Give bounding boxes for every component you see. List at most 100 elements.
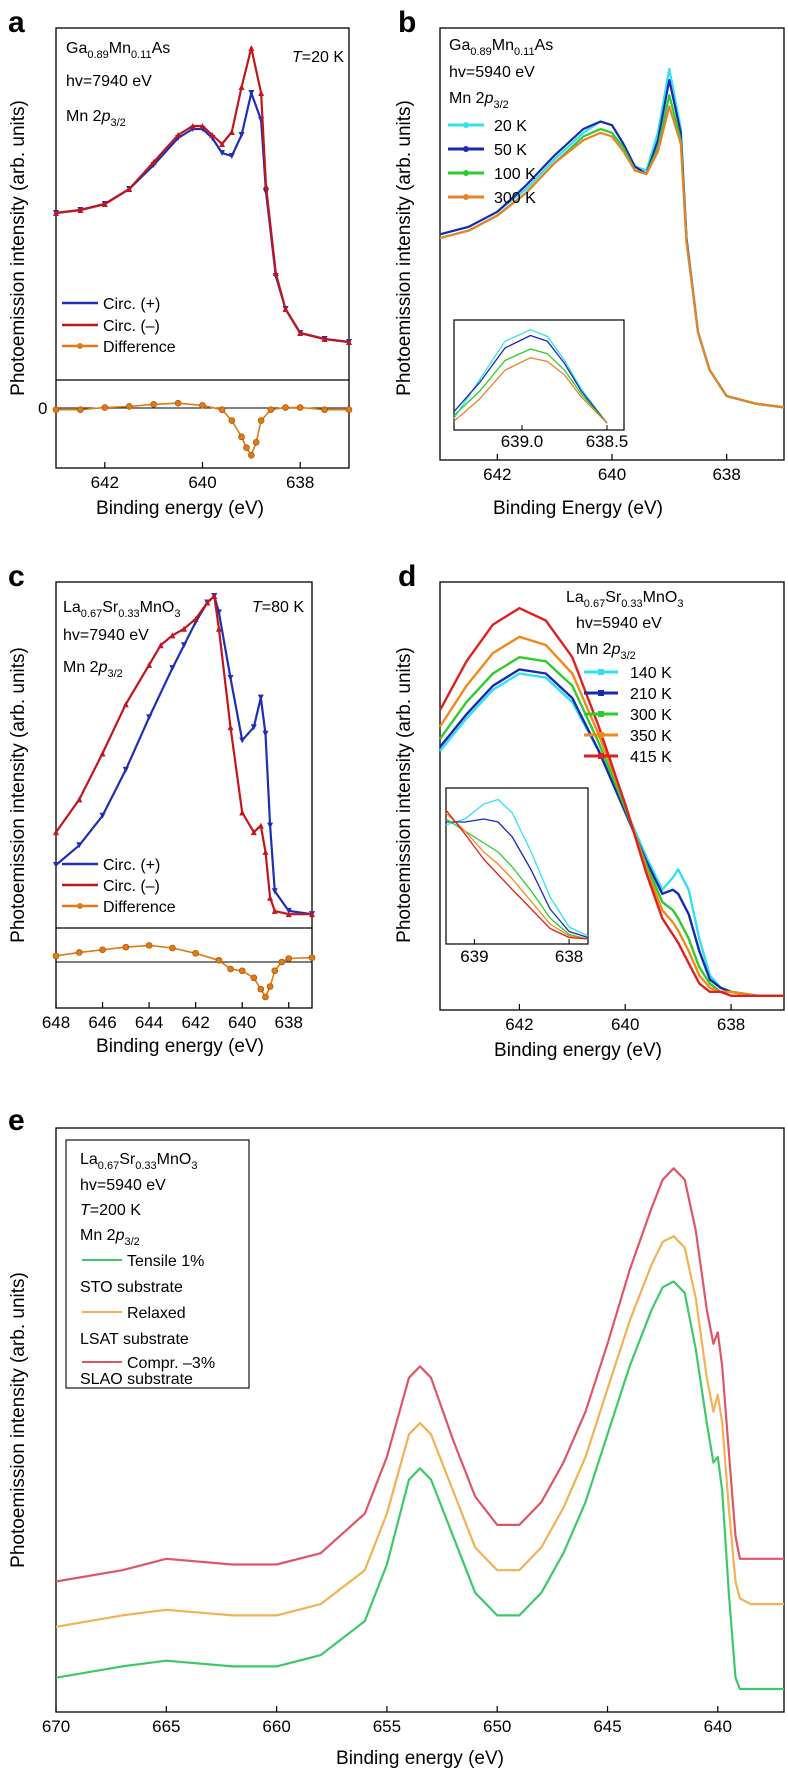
panel-c-point-circ [157, 642, 164, 649]
panel-e-legend-tensile: Tensile 1% [127, 1253, 204, 1270]
panel-a-point-circ [346, 339, 352, 345]
panel-c-point-circ [227, 724, 234, 731]
panel-b-ylabel: Photoemission intensity (arb. units) [394, 100, 415, 396]
panel-a-point-circ [53, 210, 59, 216]
panel-label-c: c [8, 560, 25, 593]
panel-d: d 642 640 638 La0.67Sr0.33MnO3 hv=5940 eV … [394, 560, 785, 1061]
panel-a-diff-point-difference [257, 417, 265, 424]
panel-a-diff-point-difference [174, 399, 182, 407]
panel-d-inset: 639 638 [445, 787, 589, 966]
panel-a-xlabel: Binding energy (eV) [96, 498, 264, 519]
panel-a-point-circ [219, 150, 226, 156]
panel-c-diff-point-difference [257, 985, 265, 993]
panel-b-inset-xtick-label: 638.5 [586, 432, 629, 451]
panel-a-point-circ [262, 183, 269, 189]
panel-a-point-circ [282, 306, 289, 312]
panel-e-sample: La0.67Sr0.33MnO3 [80, 1151, 197, 1172]
panel-b-core: Mn 2p3/2 [449, 90, 509, 111]
panel-c-xtick-label: 642 [181, 1013, 209, 1032]
panel-d-xtick-label: 642 [505, 1015, 533, 1034]
panel-a-point-circ [199, 123, 206, 129]
panel-c-diff-point-difference [145, 942, 153, 949]
panel-a-diff-point-difference [125, 403, 133, 410]
panel-a-point-circ [321, 336, 328, 342]
panel-c-legend-plus: Circ. (+) [103, 857, 160, 874]
panel-b-xtick-label: 640 [598, 465, 626, 484]
panel-b-legend: 20 K 50 K 100 K 300 K [448, 118, 536, 207]
panel-c-point-circ [271, 888, 278, 895]
panel-c-diff-point-difference [285, 955, 293, 962]
panel-c: c 648 646 644 642 640 638 La0.67Sr0.33MnO3 hv… [8, 560, 316, 1057]
panel-a-diff-point-difference [282, 404, 289, 411]
panel-e-xtick-label: 650 [483, 1717, 511, 1736]
panel-c-series-circ [55, 594, 313, 916]
panel-d-legend-415-k: 415 K [630, 749, 672, 766]
panel-e-series-compr-3 [55, 1167, 784, 1583]
panel-a-point-circ [258, 90, 265, 96]
panel-c-point-circ [227, 675, 234, 681]
panel-a-point-circ [101, 201, 108, 207]
panel-a-point-circ [189, 123, 196, 129]
panel-e-series-tensile-1 [55, 1280, 784, 1691]
panel-c-point-circ [250, 724, 257, 731]
panel-b-inset-series-20-k [453, 329, 608, 424]
panel-e-legend: Tensile 1% STO substrate Relaxed LSAT su… [80, 1253, 215, 1388]
panel-b-inset-series-100-k [453, 348, 608, 424]
panel-c-legend-diff: Difference [103, 899, 176, 916]
panel-a-xtick-label: 642 [91, 473, 119, 492]
panel-c-point-circ [181, 625, 187, 632]
panel-c-point-circ [309, 911, 315, 918]
panel-c-ylabel: Photoemission intensity (arb. units) [8, 647, 29, 943]
panel-d-xtick-label: 638 [717, 1015, 745, 1034]
panel-c-diff-point-difference [308, 954, 316, 961]
panel-c-point-circ [239, 809, 246, 816]
panel-e-xtick-label: 655 [373, 1717, 401, 1736]
panel-a-energy: hv=7940 eV [66, 73, 152, 90]
panel-c-legend: Circ. (+) Circ. (–) Difference [62, 857, 176, 916]
panel-c-diff-point-difference [99, 946, 106, 954]
panel-d-frame [439, 581, 785, 1011]
panel-label-a: a [8, 6, 25, 39]
panel-c-point-circ [267, 894, 274, 901]
panel-c-point-circ [146, 714, 153, 721]
panel-e-legend-box [65, 1139, 250, 1389]
panel-c-diff-point-difference [278, 958, 286, 966]
panel-a-legend-plus: Circ. (+) [103, 296, 160, 313]
panel-d-energy: hv=5940 eV [576, 615, 662, 632]
panel-d-inset-series-415-k [445, 809, 589, 940]
panel-b-legend-marker-100-k [463, 170, 469, 176]
panel-b-energy: hv=5940 eV [449, 64, 535, 81]
panel-b-legend-300-k: 300 K [494, 190, 536, 207]
panel-c-point-circ [53, 829, 59, 836]
panel-d-xtick-label: 640 [611, 1015, 639, 1034]
panel-a-diff-point-difference [296, 404, 304, 411]
panel-e-ylabel: Photoemission intensity (arb. units) [8, 1272, 29, 1568]
panel-a-sample: Ga0.89Mn0.11As [66, 40, 170, 61]
panel-e-frame [55, 1127, 785, 1713]
panel-e-series-relaxed [55, 1235, 784, 1628]
panel-b: b 642 640 638 Ga0.89Mn0.11As hv=5940 eV Mn… [394, 6, 785, 519]
panel-c-diff-point-difference [250, 974, 258, 982]
panel-a-temp: T=20 K [292, 49, 344, 66]
panel-c-xtick-label: 638 [275, 1013, 303, 1032]
panel-label-e: e [8, 1104, 25, 1137]
panel-a-point-circ [209, 132, 216, 138]
panel-c-diff-point-difference [271, 967, 279, 975]
panel-a-point-circ [248, 90, 255, 96]
panel-a-zero-label: 0 [38, 399, 47, 418]
panel-c-diff-point-difference [238, 967, 246, 975]
panel-d-inset-series-300-k [445, 818, 589, 940]
panel-a-diff-point-difference [345, 406, 353, 414]
panel-c-xlabel: Binding energy (eV) [96, 1036, 264, 1057]
panel-e-temp: T=200 K [80, 1202, 141, 1219]
panel-a-point-circ [150, 159, 157, 165]
panel-c-diff-point-difference [266, 983, 274, 990]
panel-b-xtick-label: 638 [712, 465, 740, 484]
panel-c-diff-point-difference [227, 965, 234, 973]
panel-a-point-circ [297, 330, 304, 336]
panel-a-diff-point-difference [243, 444, 250, 452]
panel-e-legend-lsat: LSAT substrate [80, 1331, 189, 1348]
panel-c-point-circ [215, 625, 222, 632]
panel-a-diff-point-difference [267, 406, 275, 414]
